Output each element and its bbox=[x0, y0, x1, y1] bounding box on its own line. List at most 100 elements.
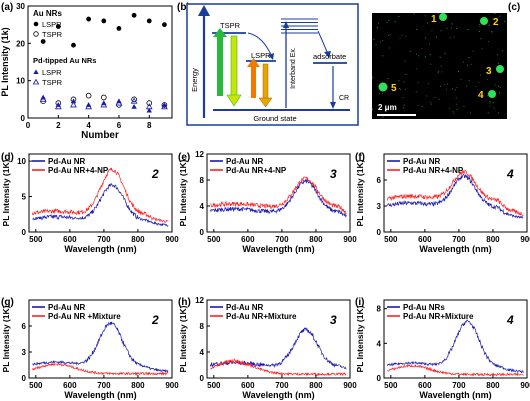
au-tspr-point bbox=[131, 96, 137, 103]
noise-pixel bbox=[424, 15, 426, 17]
panel-e-traces bbox=[210, 176, 347, 218]
panel-g-traces bbox=[32, 321, 169, 377]
xtick-label: 500 bbox=[384, 381, 398, 390]
panel-h-label: (h) bbox=[178, 297, 191, 308]
pd-tspr-point bbox=[85, 103, 93, 110]
noise-pixel bbox=[400, 88, 401, 90]
xlabel: Wavelength (nm) bbox=[419, 244, 491, 254]
lspr-down-arrow-head bbox=[258, 97, 273, 108]
noise-pixel bbox=[425, 37, 426, 39]
pd-lspr-point bbox=[70, 98, 77, 104]
xtick-label: 500 bbox=[29, 235, 43, 244]
ytick-label: 6 bbox=[377, 176, 382, 185]
noise-pixel bbox=[491, 32, 493, 34]
noise-pixel bbox=[373, 38, 375, 40]
panel-a-xtick-label: 0 bbox=[26, 121, 31, 130]
panel-d-traces bbox=[32, 167, 169, 227]
noise-pixel bbox=[468, 57, 470, 58]
pd-tspr-point bbox=[115, 99, 123, 106]
noise-pixel bbox=[405, 88, 406, 90]
noise-pixel bbox=[490, 71, 491, 73]
noise-pixel bbox=[489, 105, 491, 107]
nanorod-number: 3 bbox=[330, 167, 337, 181]
xtick-label: 700 bbox=[275, 381, 289, 390]
panel-a-points bbox=[39, 12, 168, 113]
pd-tspr-point bbox=[145, 103, 153, 110]
pd-tspr-point bbox=[54, 103, 62, 110]
cr-label: CR bbox=[339, 95, 349, 102]
noise-pixel bbox=[385, 108, 387, 110]
noise-pixel bbox=[489, 102, 491, 104]
noise-pixel bbox=[399, 88, 400, 90]
noise-pixel bbox=[416, 53, 417, 55]
noise-pixel bbox=[453, 113, 455, 115]
noise-pixel bbox=[497, 63, 499, 65]
noise-pixel bbox=[388, 34, 390, 36]
noise-pixel bbox=[487, 95, 489, 97]
xlabel: Wavelength (nm) bbox=[419, 390, 491, 400]
panel-a-xtick-label: 2 bbox=[56, 121, 61, 130]
noise-pixel bbox=[424, 56, 426, 58]
noise-pixel bbox=[467, 29, 469, 31]
panel-h-series-pd-au bbox=[210, 327, 347, 370]
au-lspr-point bbox=[116, 26, 122, 31]
noise-pixel bbox=[499, 15, 501, 17]
noise-pixel bbox=[430, 63, 432, 65]
legend-pd-lspr-label: LSPR bbox=[42, 68, 62, 77]
noise-pixel bbox=[444, 53, 446, 55]
lspr-down-arrow-shaft bbox=[262, 63, 269, 100]
noise-pixel bbox=[403, 107, 404, 109]
noise-pixel bbox=[375, 44, 377, 46]
au-lspr-point bbox=[71, 42, 76, 48]
noise-pixel bbox=[382, 116, 384, 118]
legend-label: Pd-Au NR+Mixture bbox=[403, 312, 474, 321]
noise-pixel bbox=[436, 36, 437, 38]
noise-pixel bbox=[497, 54, 498, 56]
panel-h-traces bbox=[210, 327, 347, 377]
noise-pixel bbox=[392, 109, 394, 111]
noise-pixel bbox=[438, 71, 440, 72]
panel-a-scatter: (a) 0 10 20 30 0 2 4 6 8 PL Intensity (1k) Numbe… bbox=[0, 2, 173, 141]
ytick-label: 6 bbox=[22, 322, 27, 331]
ytick-label: 12 bbox=[195, 296, 204, 305]
noise-pixel bbox=[429, 54, 431, 56]
legend-au-lspr-marker bbox=[33, 21, 39, 27]
legend-au-tspr-marker bbox=[33, 31, 39, 37]
xlabel: Wavelength (nm) bbox=[242, 244, 314, 254]
au-lspr-point bbox=[86, 16, 92, 22]
noise-pixel bbox=[453, 36, 455, 38]
noise-pixel bbox=[456, 28, 458, 29]
xtick-label: 500 bbox=[29, 381, 43, 390]
noise-pixel bbox=[430, 101, 432, 103]
noise-pixel bbox=[478, 30, 480, 32]
noise-pixel bbox=[399, 37, 401, 39]
xtick-label: 900 bbox=[520, 381, 530, 390]
noise-pixel bbox=[454, 89, 456, 91]
xtick-label: 900 bbox=[343, 381, 357, 390]
panel-a-ylabel: PL Intensity (1k) bbox=[0, 27, 10, 96]
noise-pixel bbox=[447, 83, 449, 85]
ytick-label: 0 bbox=[22, 228, 27, 237]
tspr-to-lspr-relaxation bbox=[247, 32, 273, 58]
noise-pixel bbox=[458, 70, 459, 72]
ytick-label: 5 bbox=[22, 193, 27, 202]
noise-pixel bbox=[389, 47, 390, 49]
noise-pixel bbox=[450, 27, 452, 29]
noise-pixel bbox=[430, 103, 432, 105]
tspr-down-arrow-shaft bbox=[230, 35, 238, 97]
ylabel: PL Intensity (1K) bbox=[1, 305, 11, 372]
noise-pixel bbox=[428, 83, 430, 85]
xtick-label: 900 bbox=[165, 235, 179, 244]
ytick-label: 3 bbox=[22, 348, 27, 357]
au-lspr-point bbox=[40, 39, 46, 44]
noise-pixel bbox=[398, 80, 400, 82]
panel-g-series-pd-au bbox=[32, 321, 169, 374]
nanorod-number: 2 bbox=[151, 167, 159, 181]
noise-pixel bbox=[493, 107, 495, 109]
noise-pixel bbox=[499, 87, 501, 88]
noise-pixel bbox=[427, 22, 428, 24]
